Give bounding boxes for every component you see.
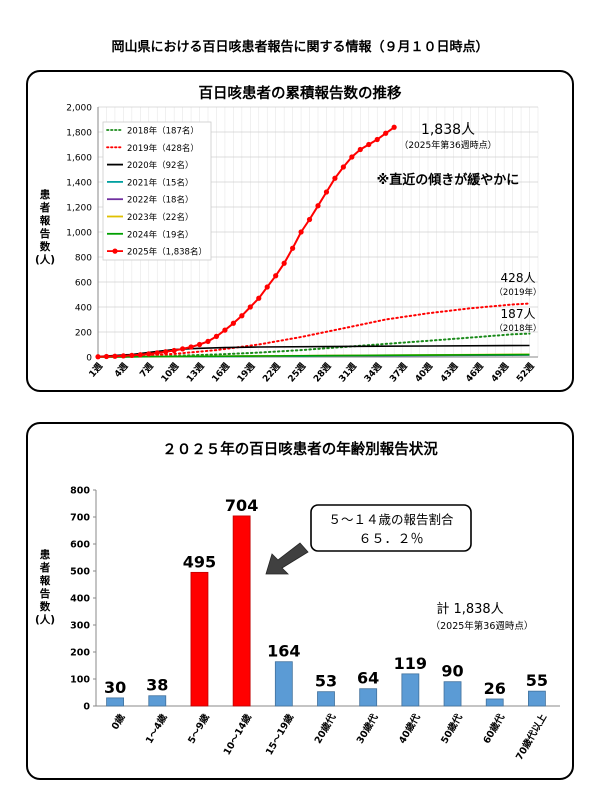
cumulative-chart-panel: 百日咳患者の累積報告数の推移	[26, 70, 574, 392]
cumulative-chart-title: 百日咳患者の累積報告数の推移	[198, 86, 402, 102]
page-title: 岡山県における百日咳患者報告に関する情報（９月１０日時点）	[111, 40, 489, 55]
age-chart-panel: ２０２５年の百日咳患者の年齢別報告状況	[26, 422, 574, 780]
age-chart-title: ２０２５年の百日咳患者の年齢別報告状況	[162, 442, 438, 458]
